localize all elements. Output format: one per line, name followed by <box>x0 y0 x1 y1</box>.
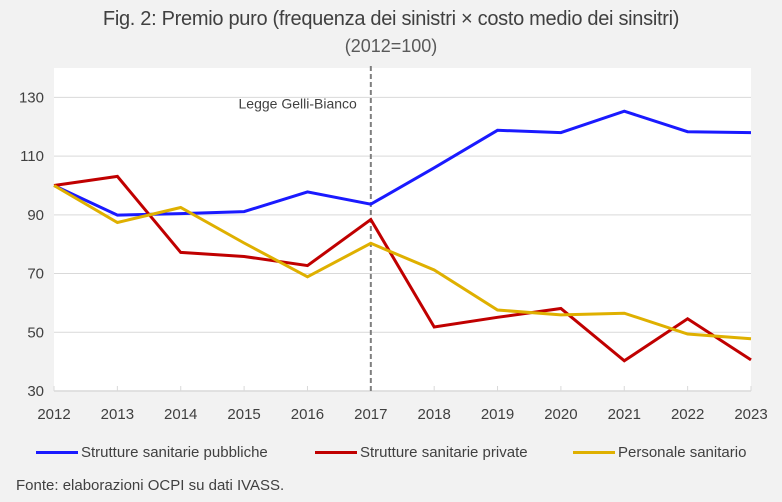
x-tick-label: 2023 <box>734 406 767 423</box>
x-tick-label: 2016 <box>291 406 324 423</box>
x-tick-label: 2021 <box>608 406 641 423</box>
legend-item-pubbliche: Strutture sanitarie pubbliche <box>36 444 268 461</box>
legend-swatch-private <box>315 451 357 454</box>
x-tick-label: 2018 <box>417 406 450 423</box>
y-tick-label: 30 <box>27 383 44 400</box>
annotations: Legge Gelli-Bianco <box>239 66 372 391</box>
x-tick-label: 2022 <box>671 406 704 423</box>
series-line-3 <box>53 184 752 341</box>
y-tick-label: 50 <box>27 324 44 341</box>
chart-subtitle: (2012=100) <box>344 36 438 56</box>
annotation-label: Legge Gelli-Bianco <box>239 96 358 112</box>
x-axis: 2012 2013 2014 2015 2016 2017 2018 2019 2020 2021… <box>37 386 768 423</box>
x-tick-label: 2020 <box>544 406 577 423</box>
legend-item-personale: Personale sanitario <box>573 444 746 461</box>
legend-item-private: Strutture sanitarie private <box>315 444 528 461</box>
legend-swatch-personale <box>573 451 615 454</box>
y-tick-label: 130 <box>19 89 44 106</box>
x-tick-label: 2013 <box>101 406 134 423</box>
chart-title: Fig. 2: Premio puro (frequenza dei sinis… <box>102 8 680 30</box>
series-line-1 <box>53 109 752 217</box>
legend-label: Personale sanitario <box>618 444 747 461</box>
x-tick-label: 2019 <box>481 406 514 423</box>
x-tick-label: 2015 <box>227 406 260 423</box>
plot-area <box>54 68 751 391</box>
y-tick-label: 90 <box>27 207 44 224</box>
x-tick-label: 2012 <box>37 406 70 423</box>
source-note: Fonte: elaborazioni OCPI su dati IVASS. <box>16 477 285 494</box>
series-line-2 <box>53 174 752 363</box>
x-tick-label: 2014 <box>164 406 197 423</box>
y-tick-label: 110 <box>20 148 44 165</box>
series-lines <box>53 109 752 363</box>
legend-label: Strutture sanitarie private <box>360 444 528 461</box>
x-tick-label: 2017 <box>354 406 387 423</box>
y-tick-label: 70 <box>27 266 44 283</box>
legend-swatch-pubbliche <box>36 451 78 454</box>
legend-label: Strutture sanitarie pubbliche <box>81 444 268 461</box>
y-axis: 30 50 70 90 110 130 <box>19 89 44 400</box>
